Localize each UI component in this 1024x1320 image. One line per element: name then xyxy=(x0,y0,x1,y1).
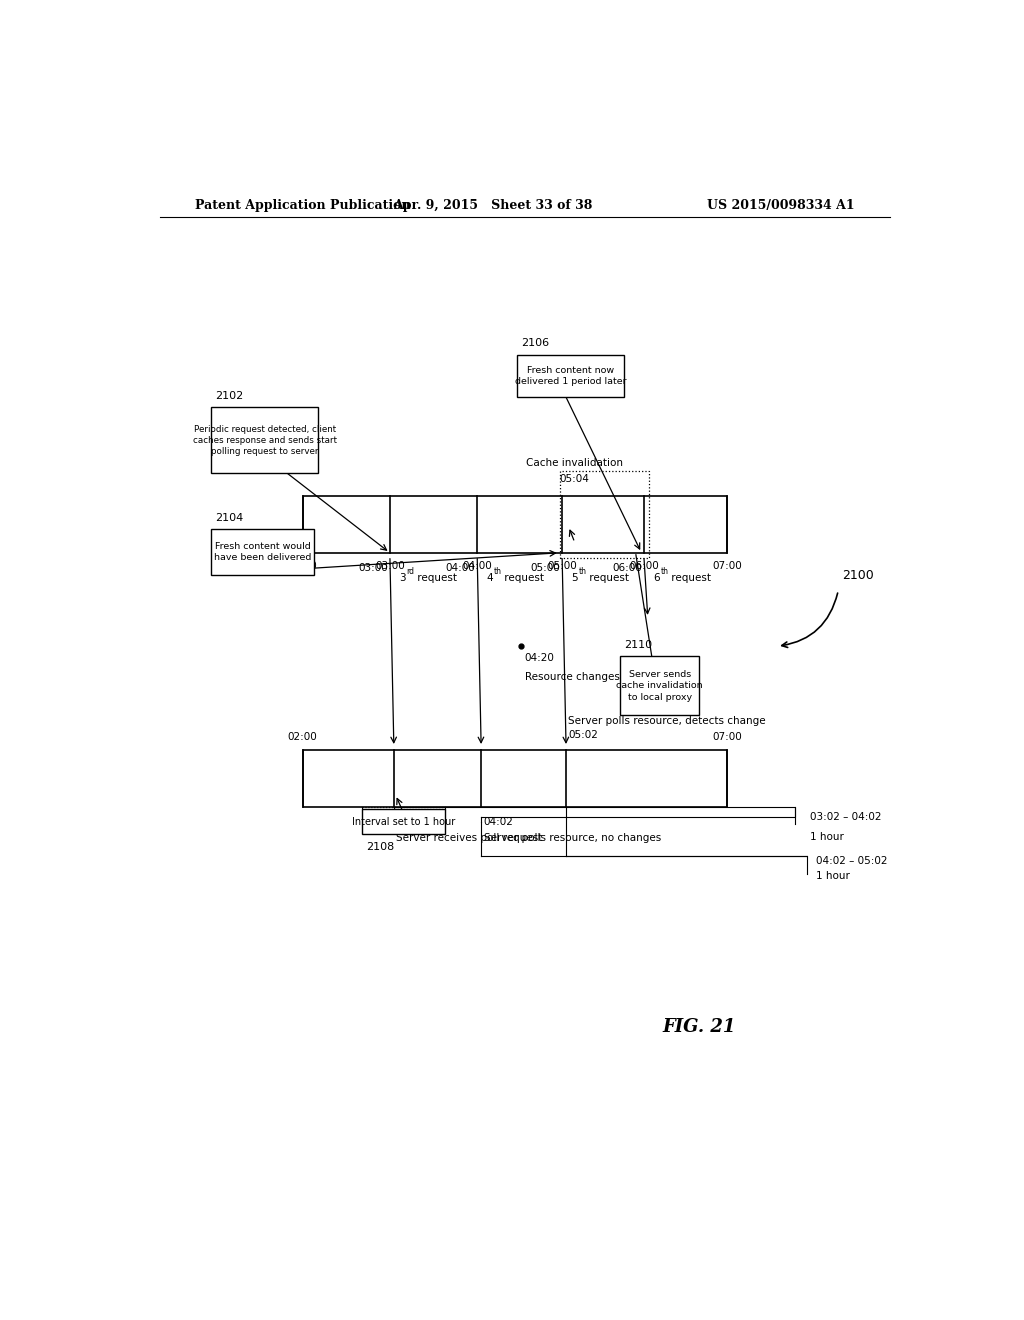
Text: request: request xyxy=(668,573,711,583)
Text: 3: 3 xyxy=(399,573,407,583)
Text: US 2015/0098334 A1: US 2015/0098334 A1 xyxy=(707,199,854,213)
Text: th: th xyxy=(579,568,587,576)
Bar xyxy=(362,809,445,834)
Text: 05:02: 05:02 xyxy=(568,730,598,739)
Text: 2104: 2104 xyxy=(215,513,244,523)
Text: 03:02 – 04:02: 03:02 – 04:02 xyxy=(811,812,882,822)
Text: 06:00: 06:00 xyxy=(629,561,658,570)
Text: 4: 4 xyxy=(486,573,494,583)
Text: 2108: 2108 xyxy=(367,842,394,853)
Text: Fresh content would
have been delivered: Fresh content would have been delivered xyxy=(214,543,311,562)
Text: rd: rd xyxy=(407,568,415,576)
Text: FIG. 21: FIG. 21 xyxy=(663,1019,736,1036)
Bar xyxy=(560,471,649,558)
Text: 02:00: 02:00 xyxy=(288,731,317,742)
Text: 5: 5 xyxy=(571,573,579,583)
Text: 03:00: 03:00 xyxy=(375,561,404,570)
Text: Server polls resource, no changes: Server polls resource, no changes xyxy=(483,833,660,843)
Text: 05:00: 05:00 xyxy=(547,561,577,570)
Text: 07:00: 07:00 xyxy=(713,561,742,570)
Text: th: th xyxy=(660,568,669,576)
Text: 06:00: 06:00 xyxy=(612,562,642,573)
Text: 1 hour: 1 hour xyxy=(816,871,850,880)
Bar xyxy=(303,750,727,807)
Text: 2100: 2100 xyxy=(842,569,874,582)
Text: 1 hour: 1 hour xyxy=(811,833,845,842)
Text: 03:02: 03:02 xyxy=(396,817,426,828)
Text: 04:20: 04:20 xyxy=(524,653,555,664)
Text: Cache invalidation: Cache invalidation xyxy=(526,458,624,469)
Text: 05:04: 05:04 xyxy=(560,474,590,483)
Text: Interval set to 1 hour: Interval set to 1 hour xyxy=(352,817,456,826)
Text: 04:00: 04:00 xyxy=(462,561,493,570)
Text: 05:00: 05:00 xyxy=(530,562,560,573)
Text: request: request xyxy=(501,573,544,583)
Text: 6: 6 xyxy=(653,573,660,583)
Text: Periodic request detected, client
caches response and sends start
polling reques: Periodic request detected, client caches… xyxy=(193,425,337,455)
Text: Server polls resource, detects change: Server polls resource, detects change xyxy=(568,715,766,726)
Text: Resource changes: Resource changes xyxy=(524,672,620,681)
Text: Fresh content now
delivered 1 period later: Fresh content now delivered 1 period lat… xyxy=(515,366,627,385)
Text: 2102: 2102 xyxy=(215,391,244,401)
Text: request: request xyxy=(586,573,629,583)
Text: 02:00: 02:00 xyxy=(288,561,317,570)
Bar xyxy=(211,408,318,474)
Text: 04:02: 04:02 xyxy=(483,817,513,828)
Text: Patent Application Publication: Patent Application Publication xyxy=(196,199,411,213)
Text: Server sends
cache invalidation
to local proxy: Server sends cache invalidation to local… xyxy=(616,671,703,701)
Bar xyxy=(303,496,727,553)
Text: request: request xyxy=(414,573,457,583)
Text: th: th xyxy=(494,568,502,576)
Text: 07:00: 07:00 xyxy=(713,731,742,742)
Bar xyxy=(211,529,314,576)
Bar xyxy=(620,656,699,715)
Text: Server receives poll request: Server receives poll request xyxy=(396,833,543,843)
Text: 2110: 2110 xyxy=(624,640,652,651)
Bar xyxy=(517,355,624,397)
Text: Apr. 9, 2015   Sheet 33 of 38: Apr. 9, 2015 Sheet 33 of 38 xyxy=(393,199,593,213)
Text: 03:00: 03:00 xyxy=(358,562,388,573)
Text: 04:02 – 05:02: 04:02 – 05:02 xyxy=(816,855,888,866)
Text: 2106: 2106 xyxy=(521,338,549,348)
Text: 04:00: 04:00 xyxy=(445,562,475,573)
